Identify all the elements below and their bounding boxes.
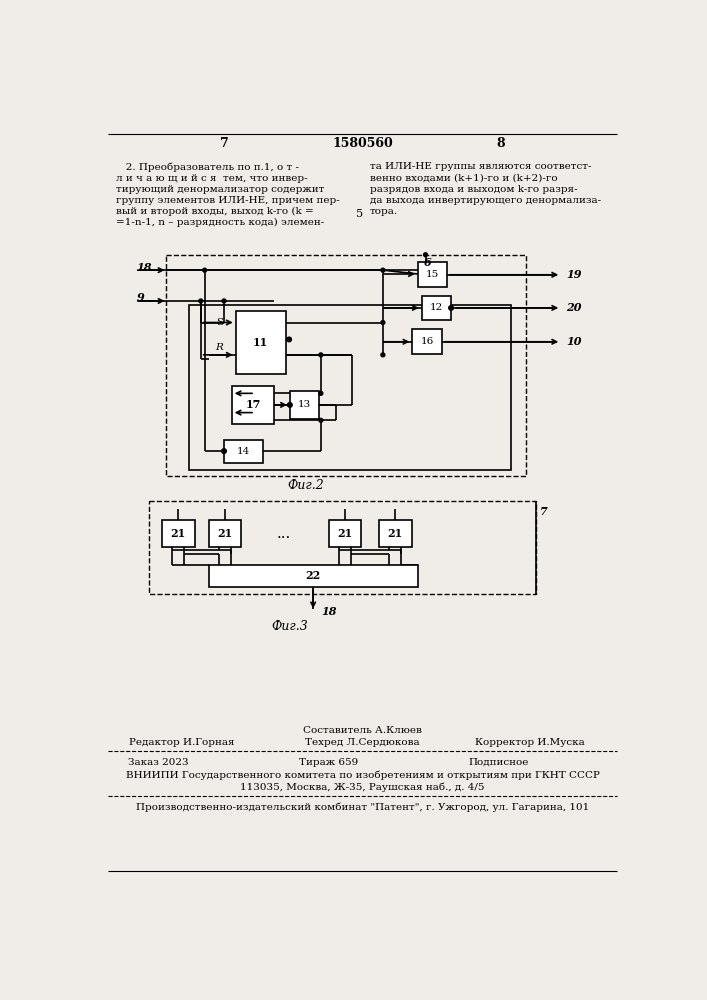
Bar xyxy=(162,520,194,547)
Text: 113035, Москва, Ж-35, Раушская наб., д. 4/5: 113035, Москва, Ж-35, Раушская наб., д. … xyxy=(240,782,485,792)
Text: 11: 11 xyxy=(253,337,269,348)
Bar xyxy=(232,386,274,424)
Circle shape xyxy=(222,449,226,453)
Text: 8: 8 xyxy=(496,137,505,150)
Text: 21: 21 xyxy=(170,528,186,539)
Text: Корректор И.Муска: Корректор И.Муска xyxy=(475,738,585,747)
Text: Составитель А.Клюев: Составитель А.Клюев xyxy=(303,726,422,735)
Text: Тираж 659: Тираж 659 xyxy=(299,758,358,767)
Circle shape xyxy=(381,268,385,272)
Text: Техред Л.Сердюкова: Техред Л.Сердюкова xyxy=(305,738,420,747)
Text: Подписное: Подписное xyxy=(469,758,530,767)
Text: 7: 7 xyxy=(540,506,548,517)
Bar xyxy=(329,520,361,547)
Circle shape xyxy=(203,268,206,272)
Text: Фиг.2: Фиг.2 xyxy=(287,479,324,492)
Text: 12: 12 xyxy=(430,303,443,312)
Circle shape xyxy=(449,306,453,310)
Bar xyxy=(149,501,537,594)
Text: л и ч а ю щ и й с я  тем, что инвер-: л и ч а ю щ и й с я тем, что инвер- xyxy=(115,174,307,183)
Text: 15: 15 xyxy=(426,270,439,279)
Circle shape xyxy=(381,321,385,324)
Circle shape xyxy=(199,299,203,303)
Text: 20: 20 xyxy=(566,302,582,313)
Text: ВНИИПИ Государственного комитета по изобретениям и открытиям при ГКНТ СССР: ВНИИПИ Государственного комитета по изоб… xyxy=(126,771,600,780)
Text: 17: 17 xyxy=(245,399,261,410)
Text: 2. Преобразователь по п.1, о т -: 2. Преобразователь по п.1, о т - xyxy=(115,162,298,172)
Text: 21: 21 xyxy=(337,528,353,539)
Circle shape xyxy=(319,353,323,357)
Text: 16: 16 xyxy=(421,337,433,346)
Text: вый и второй входы, выход k-го (k =: вый и второй входы, выход k-го (k = xyxy=(115,207,313,216)
Text: разрядов входа и выходом k-го разря-: разрядов входа и выходом k-го разря- xyxy=(370,185,578,194)
Text: 19: 19 xyxy=(566,269,582,280)
Text: Фиг.3: Фиг.3 xyxy=(271,620,308,633)
Text: 5: 5 xyxy=(356,209,363,219)
Text: 13: 13 xyxy=(298,400,311,409)
Text: 22: 22 xyxy=(305,570,321,581)
Text: Редактор И.Горная: Редактор И.Горная xyxy=(129,738,234,747)
Text: та ИЛИ-НЕ группы являются соответст-: та ИЛИ-НЕ группы являются соответст- xyxy=(370,162,591,171)
Bar xyxy=(235,311,286,374)
Circle shape xyxy=(287,337,291,342)
Text: 18: 18 xyxy=(136,262,152,273)
Text: группу элементов ИЛИ-НЕ, причем пер-: группу элементов ИЛИ-НЕ, причем пер- xyxy=(115,196,339,205)
Text: 21: 21 xyxy=(387,528,403,539)
Text: 7: 7 xyxy=(221,137,229,150)
Bar xyxy=(290,391,320,419)
Text: 18: 18 xyxy=(321,606,337,617)
Bar xyxy=(379,520,411,547)
Text: 1580560: 1580560 xyxy=(332,137,393,150)
Text: венно входами (k+1)-го и (k+2)-го: венно входами (k+1)-го и (k+2)-го xyxy=(370,174,557,183)
Circle shape xyxy=(319,391,323,395)
Bar xyxy=(412,329,442,354)
Circle shape xyxy=(423,253,428,257)
Text: Производственно-издательский комбинат "Патент", г. Ужгород, ул. Гагарина, 101: Производственно-издательский комбинат "П… xyxy=(136,802,590,812)
Bar xyxy=(189,305,510,470)
Text: 9: 9 xyxy=(136,292,144,303)
Text: =1-n-1, n – разрядность кода) элемен-: =1-n-1, n – разрядность кода) элемен- xyxy=(115,218,324,227)
Text: S: S xyxy=(216,318,223,327)
Circle shape xyxy=(319,418,323,422)
Bar xyxy=(421,296,451,320)
Text: тора.: тора. xyxy=(370,207,398,216)
Text: 21: 21 xyxy=(217,528,233,539)
Bar xyxy=(209,565,418,587)
Bar xyxy=(209,520,241,547)
Circle shape xyxy=(381,353,385,357)
Text: тирующий денормализатор содержит: тирующий денормализатор содержит xyxy=(115,185,324,194)
Text: Заказ 2023: Заказ 2023 xyxy=(128,758,189,767)
Bar xyxy=(166,255,526,476)
Bar xyxy=(224,440,263,463)
Text: R: R xyxy=(215,343,223,352)
Text: да выхода инвертирующего денормализа-: да выхода инвертирующего денормализа- xyxy=(370,196,601,205)
Bar xyxy=(418,262,448,287)
Text: 6: 6 xyxy=(424,257,432,268)
Text: ...: ... xyxy=(276,527,291,541)
Circle shape xyxy=(288,403,292,407)
Text: 10: 10 xyxy=(566,336,582,347)
Text: 14: 14 xyxy=(237,447,250,456)
Circle shape xyxy=(222,299,226,303)
